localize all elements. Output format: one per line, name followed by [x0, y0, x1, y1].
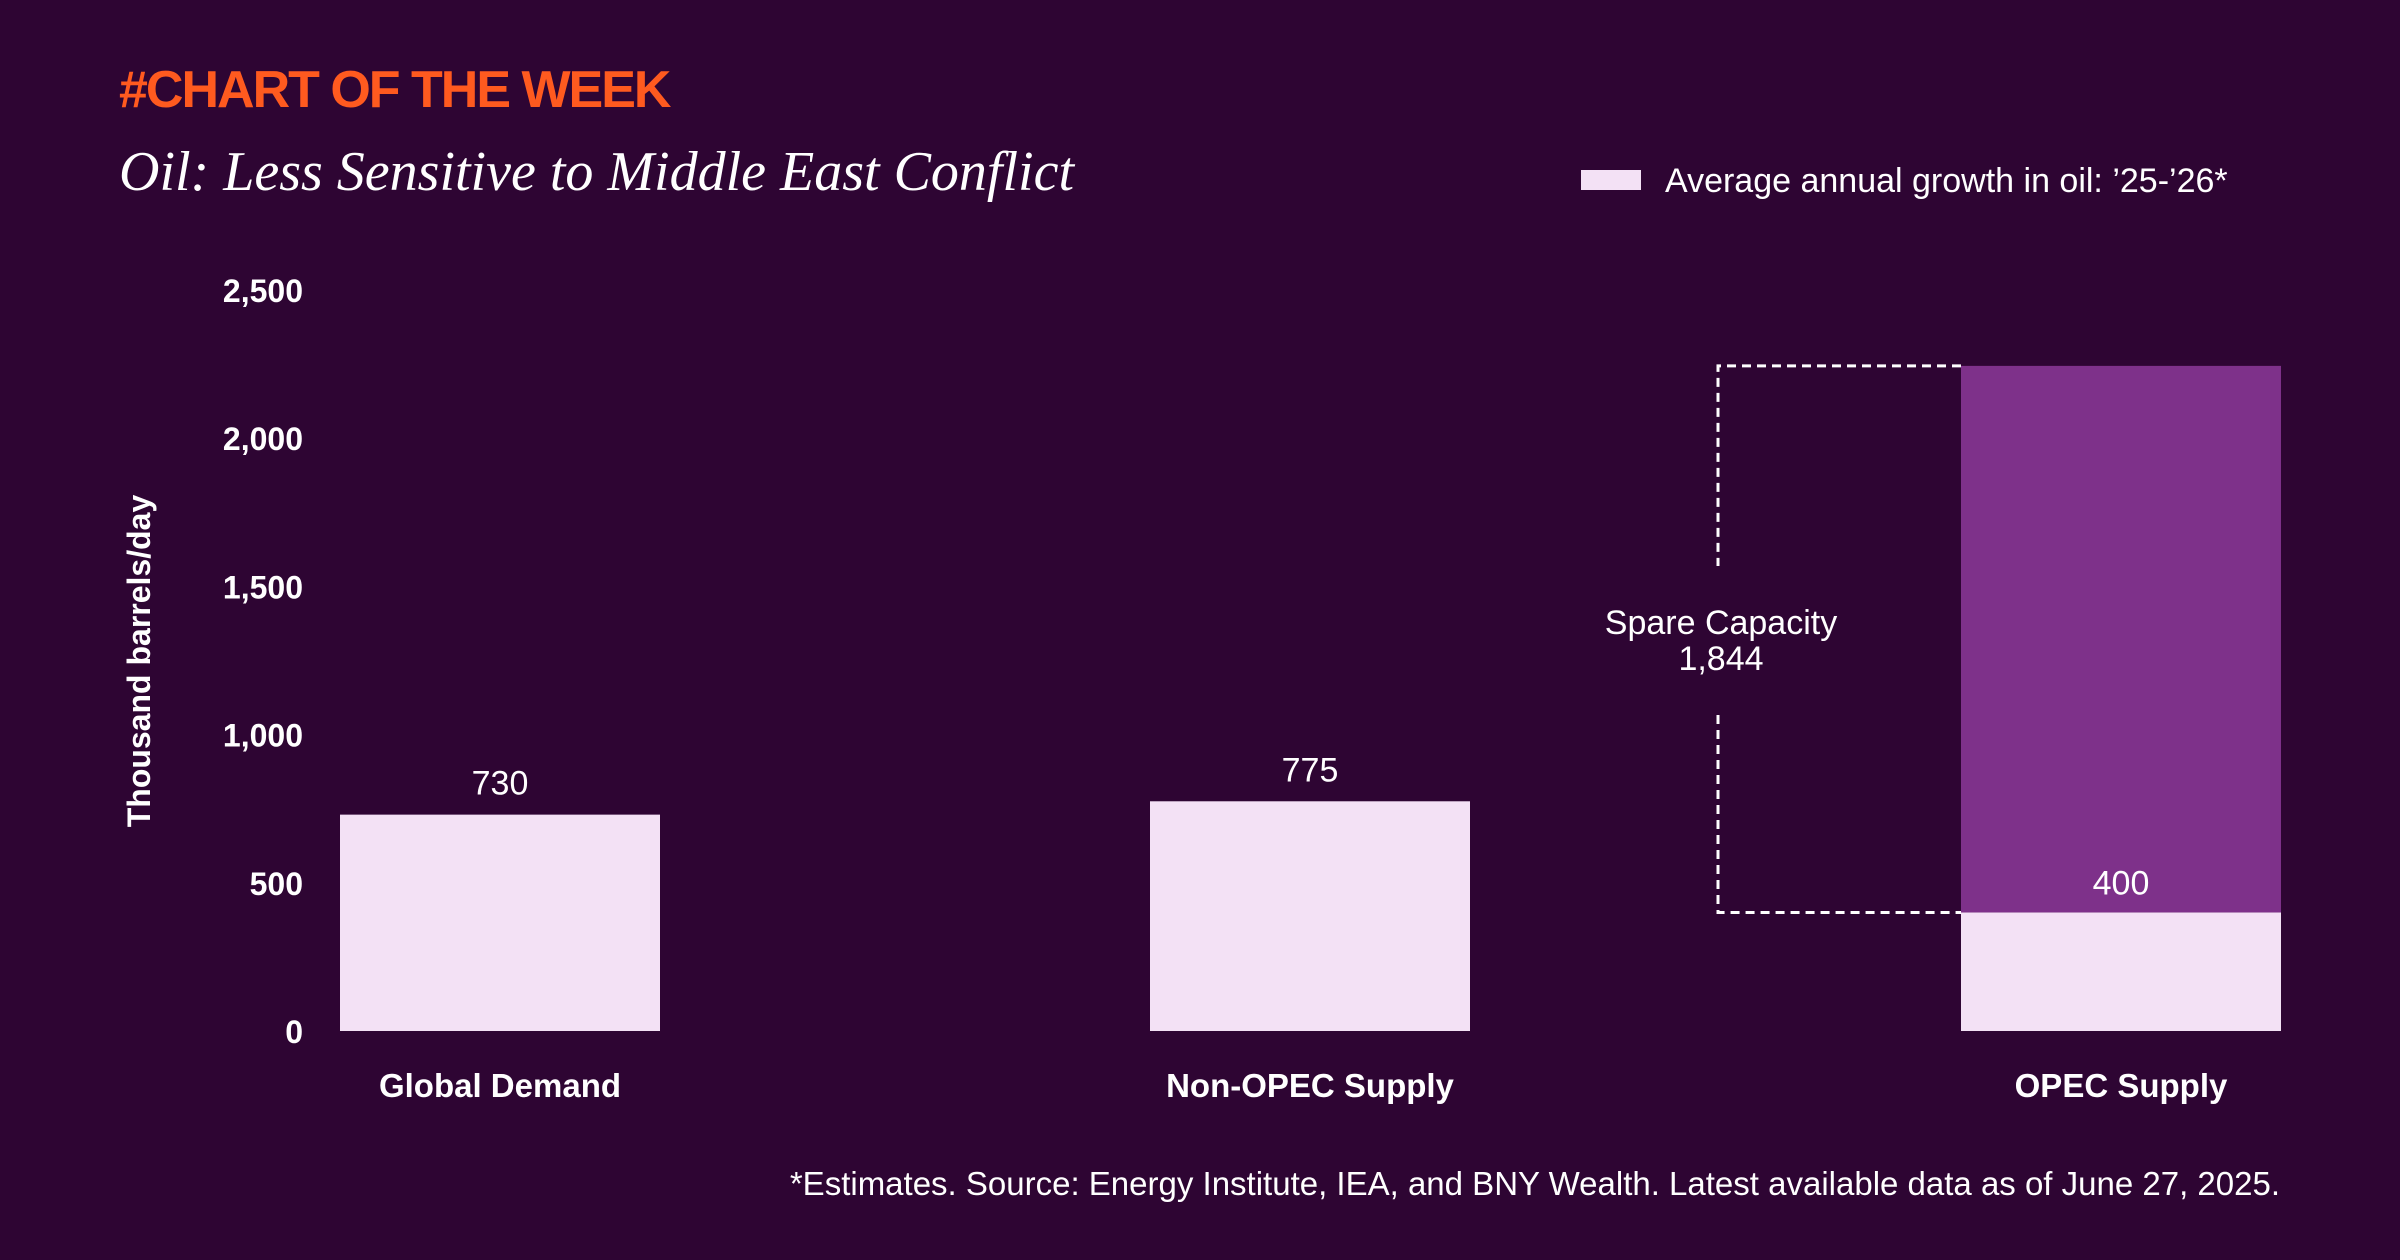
footnote: *Estimates. Source: Energy Institute, IE…: [790, 1165, 2280, 1202]
bar-growth: [1961, 912, 2281, 1031]
chart-title: Oil: Less Sensitive to Middle East Confl…: [119, 141, 1075, 203]
bar-value-label: 775: [1282, 751, 1339, 789]
y-tick-label: 1,000: [223, 718, 303, 754]
legend-swatch: [1581, 170, 1641, 190]
y-tick-label: 0: [285, 1014, 303, 1050]
spare-capacity-value: 1,844: [1678, 640, 1763, 678]
category-label: Non-OPEC Supply: [1166, 1067, 1454, 1104]
bar-value-label: 400: [2093, 864, 2150, 902]
bar-value-label: 730: [472, 765, 529, 803]
y-tick-label: 500: [250, 866, 303, 902]
chart-of-the-week-kicker: #CHART OF THE WEEK: [119, 61, 672, 119]
legend-label: Average annual growth in oil: ’25-’26*: [1665, 162, 2228, 200]
spare-capacity-bracket-bottom: [1716, 715, 1961, 914]
y-tick-label: 2,500: [223, 273, 303, 309]
bar-growth: [340, 814, 660, 1031]
category-label: OPEC Supply: [2015, 1067, 2228, 1104]
spare-capacity-bracket-top: [1716, 364, 1961, 566]
y-tick-label: 2,000: [223, 421, 303, 457]
bar-growth: [1150, 801, 1470, 1031]
y-tick-label: 1,500: [223, 569, 303, 605]
category-label: Global Demand: [379, 1067, 621, 1104]
bar-spare-capacity: [1961, 365, 2281, 913]
y-axis-title: Thousand barrels/day: [121, 495, 157, 828]
spare-capacity-label: Spare Capacity: [1605, 604, 1837, 642]
